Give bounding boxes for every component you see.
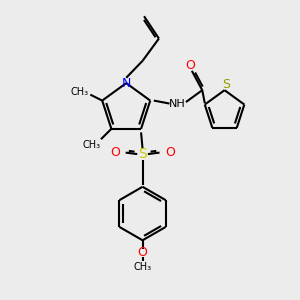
Text: S: S	[222, 78, 230, 91]
Text: N: N	[122, 76, 131, 90]
Text: CH₃: CH₃	[134, 262, 152, 272]
Text: CH₃: CH₃	[83, 140, 101, 150]
Text: S: S	[138, 147, 147, 161]
Text: O: O	[138, 246, 148, 259]
Text: O: O	[165, 146, 175, 159]
Text: O: O	[110, 146, 120, 159]
Text: CH₃: CH₃	[71, 87, 89, 97]
Text: NH: NH	[169, 99, 185, 109]
Text: O: O	[185, 59, 195, 72]
